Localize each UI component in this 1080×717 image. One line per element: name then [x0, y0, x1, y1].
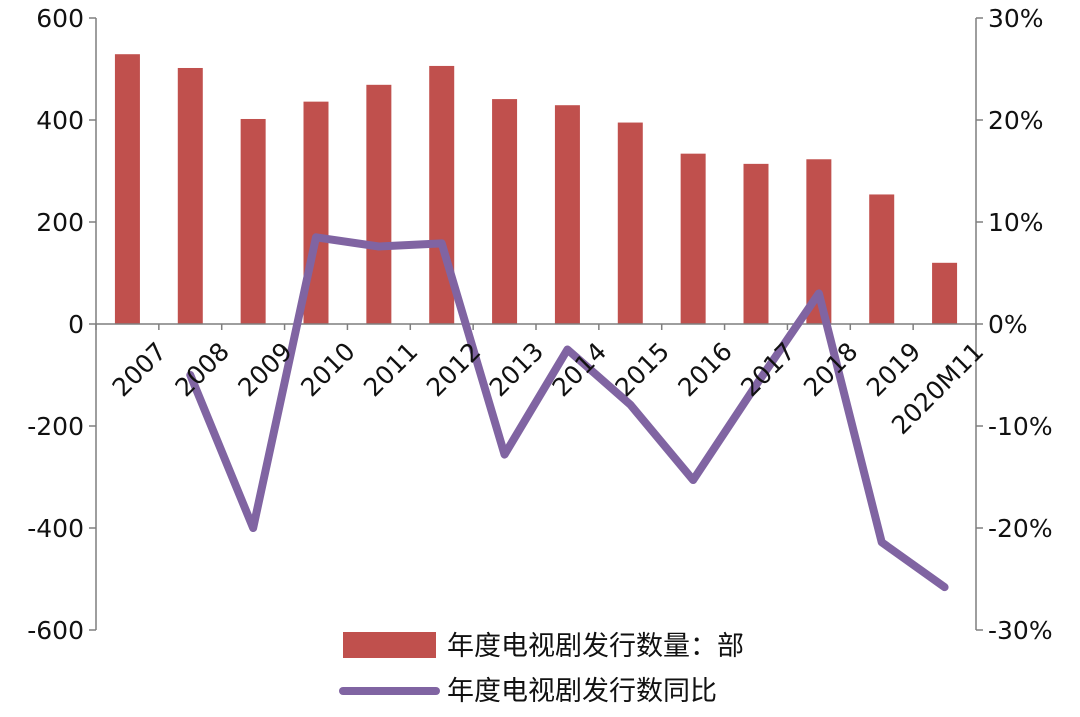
line-point: [315, 236, 317, 239]
category-label: 2007: [107, 337, 172, 402]
right-tick-label: 10%: [988, 208, 1044, 237]
left-tick-label: 400: [36, 106, 84, 135]
line-series: [186, 233, 949, 592]
legend-bar-swatch: [343, 632, 436, 658]
right-tick-label: 30%: [988, 4, 1044, 33]
bar-series: [114, 54, 958, 325]
right-tick-label: 20%: [988, 106, 1044, 135]
bar: [617, 122, 643, 324]
category-label: 2011: [358, 337, 423, 402]
line-point: [440, 242, 443, 245]
line-point: [817, 292, 820, 295]
bar: [366, 84, 392, 324]
bar: [743, 163, 769, 324]
left-axis: 600 400 200 0 -200 -400 -600: [27, 4, 96, 645]
legend-line-label: 年度电视剧发行数同比: [447, 676, 717, 707]
line-point: [503, 453, 506, 456]
category-label: 2016: [672, 337, 737, 402]
legend: 年度电视剧发行数量：部 年度电视剧发行数同比: [339, 631, 744, 707]
bar: [114, 54, 140, 325]
category-label: 2008: [169, 337, 234, 402]
line-point: [377, 245, 380, 248]
bar: [680, 153, 706, 324]
axis-lines: [95, 18, 977, 630]
bar: [869, 194, 895, 324]
left-tick-label: -400: [27, 514, 84, 543]
line-point: [880, 541, 883, 544]
right-tick-label: 0%: [988, 310, 1028, 339]
left-tick-label: -600: [27, 616, 84, 645]
right-tick-label: -20%: [988, 514, 1053, 543]
line-point: [566, 348, 569, 351]
left-tick-label: 0: [68, 310, 84, 339]
bar: [932, 262, 958, 324]
left-tick-label: 600: [36, 4, 84, 33]
category-label: 2015: [609, 337, 674, 402]
line-point: [943, 586, 946, 589]
left-tick-label: 200: [36, 208, 84, 237]
category-label: 2010: [295, 337, 360, 402]
right-axis: 30% 20% 10% 0% -10% -20% -30%: [976, 4, 1053, 645]
line-point: [755, 384, 757, 387]
line-point: [189, 374, 192, 376]
bar: [492, 99, 518, 324]
line-point: [252, 527, 255, 529]
right-tick-label: -10%: [988, 412, 1053, 441]
line-point: [692, 479, 695, 482]
bar: [554, 105, 580, 325]
left-tick-label: -200: [27, 412, 84, 441]
bar: [240, 118, 266, 324]
legend-bar-label: 年度电视剧发行数量：部: [447, 631, 744, 662]
line-point: [629, 403, 632, 406]
category-label: 2017: [735, 337, 800, 402]
bar: [177, 67, 203, 324]
right-tick-label: -30%: [988, 616, 1053, 645]
